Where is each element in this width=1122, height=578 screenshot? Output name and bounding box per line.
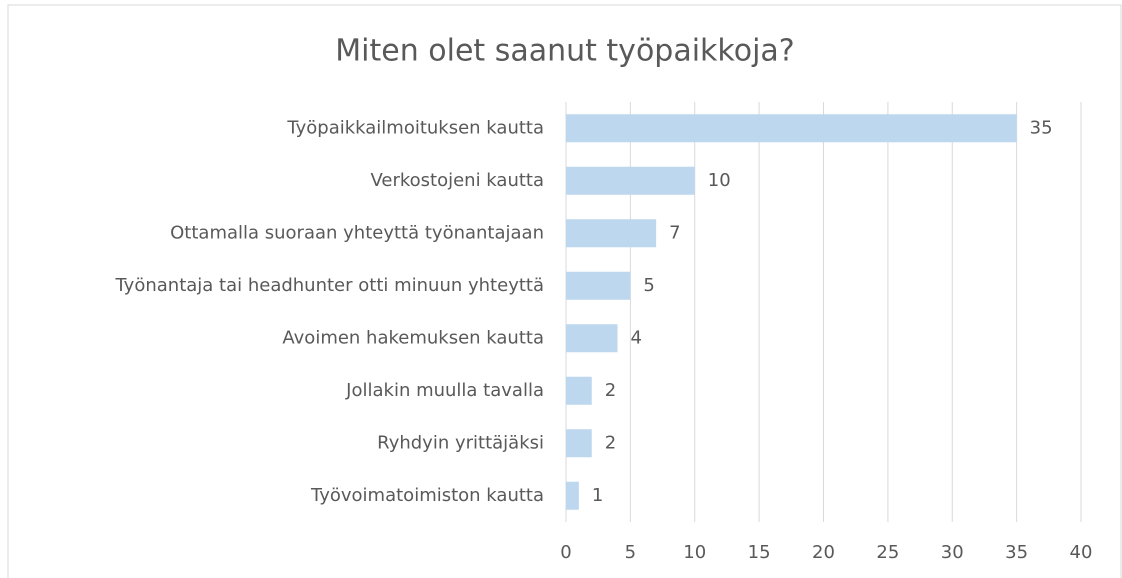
data-label: 1: [592, 485, 603, 506]
bar: [566, 271, 631, 300]
data-label: 35: [1030, 117, 1053, 138]
x-tick-label: 30: [941, 542, 964, 563]
x-tick-label: 25: [876, 542, 899, 563]
bar: [566, 324, 618, 353]
y-tick-label: Työvoimatoimiston kautta: [310, 485, 544, 506]
data-label: 10: [708, 170, 731, 191]
chart-frame: [7, 4, 1122, 578]
bar: [566, 429, 592, 458]
x-tick-label: 15: [748, 542, 771, 563]
x-tick-label: 0: [560, 542, 571, 563]
data-label: 7: [669, 222, 680, 243]
y-tick-label: Työpaikkailmoituksen kautta: [286, 117, 544, 138]
x-tick-label: 10: [683, 542, 706, 563]
bar: [566, 481, 579, 510]
y-tick-label: Työnantaja tai headhunter otti minuun yh…: [114, 275, 544, 296]
chart-title: Miten olet saanut työpaikkoja?: [335, 34, 794, 69]
y-tick-label: Ottamalla suoraan yhteyttä työnantajaan: [170, 222, 544, 243]
data-label: 2: [605, 380, 616, 401]
data-label: 5: [643, 275, 654, 296]
x-tick-label: 35: [1005, 542, 1028, 563]
data-label: 4: [631, 327, 642, 348]
bar: [566, 376, 592, 405]
y-tick-label: Avoimen hakemuksen kautta: [282, 327, 544, 348]
x-tick-label: 40: [1070, 542, 1093, 563]
y-tick-label: Jollakin muulla tavalla: [345, 380, 544, 401]
data-label: 2: [605, 432, 616, 453]
y-tick-label: Verkostojeni kautta: [370, 170, 544, 191]
bar: [566, 166, 695, 195]
y-tick-label: Ryhdyin yrittäjäksi: [377, 432, 544, 453]
x-tick-label: 5: [625, 542, 636, 563]
bar: [566, 219, 657, 248]
x-tick-label: 20: [812, 542, 835, 563]
bar: [566, 114, 1017, 143]
